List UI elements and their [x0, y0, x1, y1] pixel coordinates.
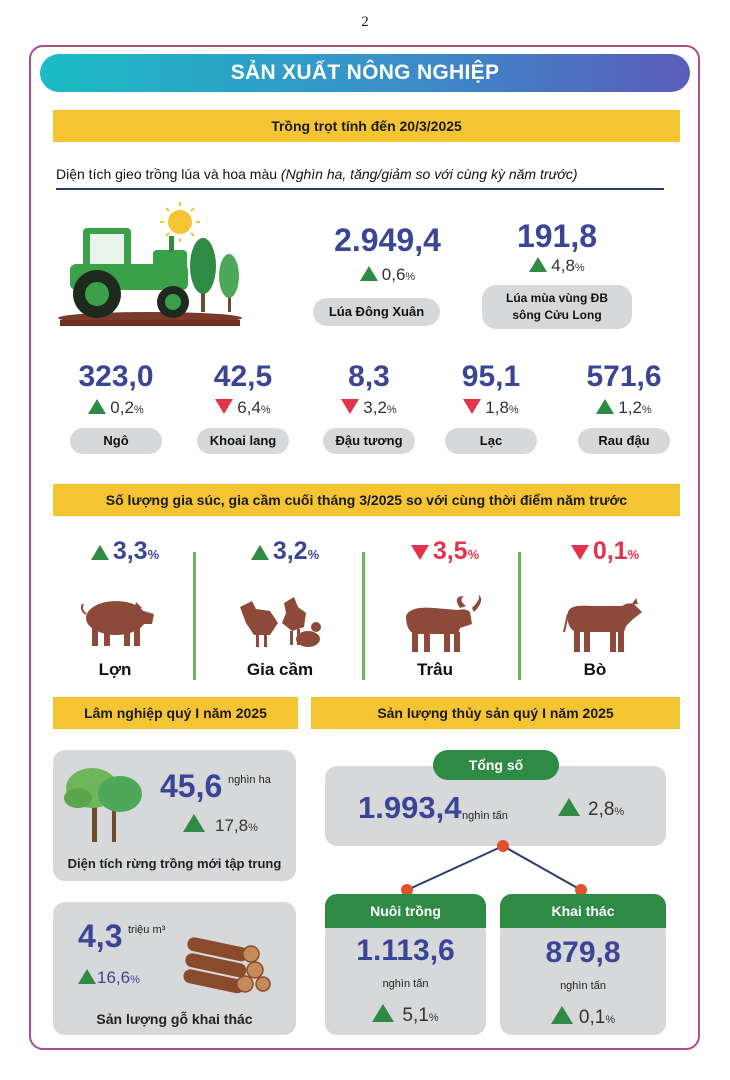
fishery-total-label: Tổng số	[433, 750, 559, 780]
timber-label: Sản lượng gỗ khai thác	[96, 1011, 253, 1027]
crops-subtitle-note: (Nghìn ha, tăng/giảm so với cùng kỳ năm …	[280, 166, 578, 182]
cow-change: 0,1%	[545, 537, 665, 566]
aquaculture-value: 1.113,6	[356, 934, 455, 967]
aquaculture-change: 5,1%	[325, 1004, 486, 1027]
capture-value: 879,8	[545, 936, 621, 969]
poultry-icon	[240, 597, 321, 647]
timber-change: 16,6%	[78, 968, 140, 988]
forest-planted-change: 17,8%	[183, 814, 258, 836]
capture-unit: nghìn tấn	[560, 980, 606, 992]
crop-item-khoai-lang: 42,5 6,4% Khoai lang	[197, 360, 289, 454]
poultry-change: 3,2%	[225, 537, 345, 566]
up-arrow-icon	[596, 399, 615, 414]
fishery-total-value: 1.993,4	[358, 790, 462, 825]
tree-icon	[190, 238, 239, 312]
banner-title: SẢN XUẤT NÔNG NGHIỆP	[40, 54, 690, 92]
aquaculture-unit: nghìn tấn	[382, 978, 429, 990]
crop-item-dau-tuong: 8,3 3,2% Đậu tương	[323, 360, 415, 454]
forestry-header: Lâm nghiệp quý I năm 2025	[53, 697, 298, 729]
up-arrow-icon	[90, 545, 109, 560]
crop-item-lac: 95,1 1,8% Lạc	[445, 360, 537, 454]
poultry-label: Gia cầm	[246, 660, 314, 679]
page-number: 2	[361, 14, 369, 30]
crops-subtitle-main: Diện tích gieo trồng lúa và hoa màu	[56, 166, 278, 182]
up-arrow-icon	[359, 266, 378, 281]
rice-mekong-change: 4,8%	[487, 256, 627, 276]
pig-label: Lợn	[98, 660, 132, 679]
fishery-total-unit: nghìn tấn	[462, 810, 508, 822]
down-arrow-icon	[463, 399, 482, 414]
fishery-header: Sản lượng thủy sản quý I năm 2025	[311, 697, 680, 729]
divider	[518, 552, 521, 680]
sun-icon	[160, 202, 200, 242]
crops-header: Trồng trọt tính đến 20/3/2025	[53, 110, 680, 142]
cow-label: Bò	[583, 660, 607, 679]
buffalo-change: 3,5%	[385, 537, 505, 566]
rice-mekong-value: 191,8	[516, 218, 598, 254]
aquaculture-label: Nuôi trồng	[325, 894, 486, 928]
rice-winter-spring-label: Lúa Đông Xuân	[313, 298, 440, 326]
timber-value: 4,3	[78, 918, 123, 954]
down-arrow-icon	[341, 399, 360, 414]
cow-icon	[563, 598, 642, 652]
subtitle-rule	[56, 188, 664, 190]
up-arrow-icon	[250, 545, 269, 560]
forest-planted-unit: nghìn ha	[228, 774, 271, 786]
divider	[193, 552, 196, 680]
fishery-connector	[401, 840, 587, 896]
rice-winter-spring-value: 2.949,4	[334, 222, 441, 258]
up-arrow-icon	[558, 798, 580, 816]
crop-item-rau-dau: 571,6 1,2% Rau đậu	[578, 360, 670, 454]
up-arrow-icon	[183, 814, 205, 832]
rice-mekong-label: Lúa mùa vùng ĐB sông Cửu Long	[482, 285, 632, 329]
timber-logs-icon	[183, 937, 271, 994]
crops-subtitle: Diện tích gieo trồng lúa và hoa màu (Ngh…	[56, 166, 578, 182]
down-arrow-icon	[410, 545, 429, 560]
up-arrow-icon	[88, 399, 107, 414]
forest-planted-label: Diện tích rừng trồng mới tập trung	[67, 856, 282, 871]
up-arrow-icon	[529, 257, 548, 272]
crop-item-ngo: 323,0 0,2% Ngô	[70, 360, 162, 454]
forest-tree-icon	[64, 768, 142, 842]
forest-planted-value: 45,6	[160, 768, 223, 804]
buffalo-label: Trâu	[417, 660, 453, 679]
livestock-header: Số lượng gia súc, gia cầm cuối tháng 3/2…	[53, 484, 680, 516]
tractor-icon	[58, 202, 242, 326]
buffalo-icon	[406, 594, 482, 652]
up-arrow-icon	[372, 1004, 395, 1022]
timber-unit: triệu m³	[128, 924, 166, 936]
capture-box	[500, 920, 666, 1035]
capture-label: Khai thác	[500, 894, 666, 928]
page-frame	[29, 45, 700, 1050]
up-arrow-icon	[550, 1006, 573, 1024]
up-arrow-icon	[78, 969, 96, 984]
down-arrow-icon	[215, 399, 234, 414]
aquaculture-box	[325, 920, 486, 1035]
down-arrow-icon	[570, 545, 589, 560]
rice-winter-spring-change: 0,6%	[315, 265, 460, 285]
pig-icon	[81, 601, 154, 646]
pig-change: 3,3%	[65, 537, 185, 566]
capture-change: 0,1%	[500, 1006, 666, 1029]
fishery-total-change: 2,8%	[558, 798, 624, 821]
divider	[362, 552, 365, 680]
